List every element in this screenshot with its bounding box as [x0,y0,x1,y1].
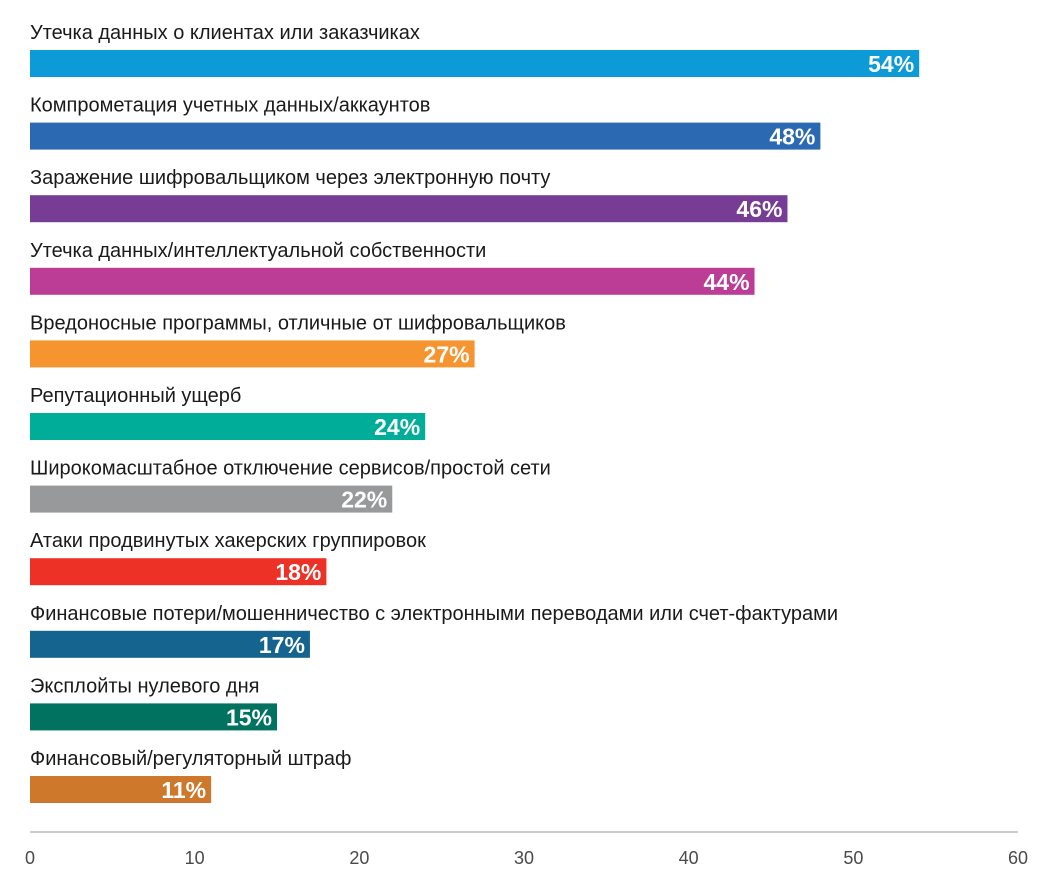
bar-value-label: 24% [374,414,420,440]
bar [30,630,310,658]
bars-layer: Утечка данных о клиентах или заказчиках 5… [30,22,920,803]
category-label: Компрометация учетных данных/аккаунтов [30,95,430,117]
category-label: Широкомасштабное отключение сервисов/про… [30,458,551,480]
bar-value-label: 11% [161,777,206,803]
bar [30,122,821,150]
bar-value-label: 18% [275,559,321,585]
bar [30,267,755,295]
category-label: Заражение шифровальщиком через электронн… [30,167,550,189]
x-tick-label: 40 [679,848,699,868]
bar-value-label: 15% [226,704,272,730]
bar-value-label: 46% [736,196,782,222]
category-label: Вредоносные программы, отличные от шифро… [30,312,566,334]
bar-value-label: 17% [259,632,305,658]
bar [30,703,277,731]
category-label: Финансовые потери/мошенничество с электр… [30,603,838,625]
bar [30,340,475,368]
x-tick-label: 50 [843,848,863,868]
category-label: Утечка данных о клиентах или заказчиках [30,22,420,44]
bar [30,413,426,440]
bar [30,558,327,586]
x-axis: 0 10 20 30 40 50 60 [25,831,1028,868]
bar-value-label: 44% [703,269,749,295]
bar [30,50,920,77]
category-label: Атаки продвинутых хакерских группировок [30,530,426,552]
category-label: Репутационный ущерб [30,385,241,407]
bar [30,195,788,223]
bar-value-label: 27% [424,341,470,367]
category-label: Утечка данных/интеллектуальной собственн… [30,240,486,262]
bar-value-label: 48% [769,124,815,150]
bar [30,776,212,803]
category-label: Финансовый/регуляторный штраф [30,748,352,770]
bar-value-label: 22% [341,487,387,513]
category-label: Эксплойты нулевого дня [30,675,259,697]
bar-value-label: 54% [868,51,914,77]
x-tick-label: 60 [1008,848,1028,868]
bar [30,485,393,513]
x-tick-label: 20 [349,848,369,868]
x-tick-label: 30 [514,848,534,868]
x-tick-label: 10 [185,848,205,868]
x-tick-label: 0 [25,848,35,868]
